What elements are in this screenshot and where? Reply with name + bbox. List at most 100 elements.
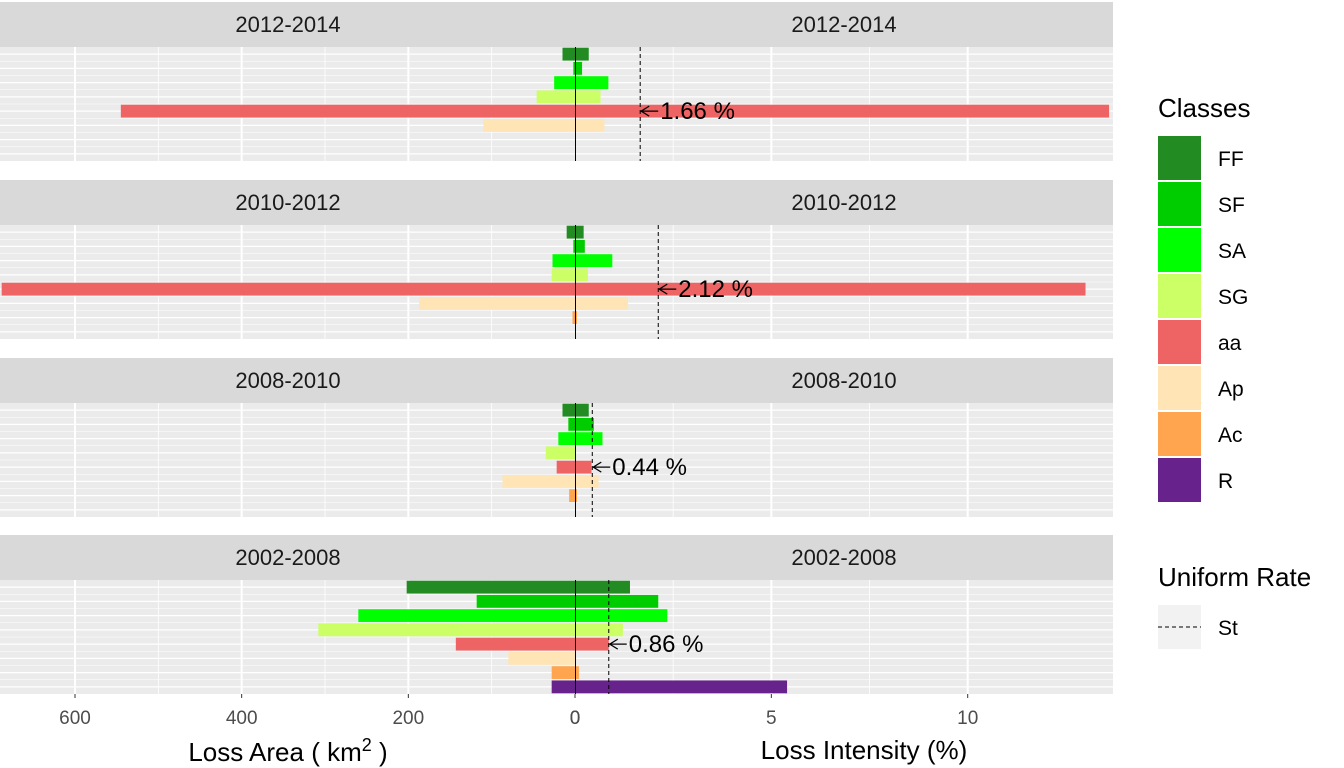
legend-swatch-SF (1158, 182, 1201, 226)
bar-intensity-Ap (575, 474, 599, 488)
bar-intensity-FF (575, 47, 589, 61)
legend-label-aa: aa (1218, 332, 1242, 355)
legend-swatch-FF (1158, 136, 1201, 180)
bar-intensity-aa (575, 637, 609, 651)
legend-swatch-Ac (1158, 412, 1201, 456)
uniform-rate-legend-title: Uniform Rate (1158, 562, 1311, 592)
facet-strip-label-left: 2010-2012 (235, 190, 340, 215)
facet-strip (0, 535, 1113, 580)
bar-area-FF (566, 225, 575, 239)
legend-label-Ac: Ac (1218, 424, 1243, 447)
bar-intensity-SF (575, 594, 659, 608)
facet-2012-2014: 2012-2014 2012-2014 1.66 % (0, 2, 1113, 161)
bar-intensity-SG (575, 268, 588, 282)
bar-intensity-SA (575, 76, 609, 90)
right-axis-tick-label: 5 (766, 708, 777, 729)
bar-intensity-SG (575, 90, 601, 104)
bar-intensity-SF (575, 61, 583, 75)
legend-swatch-aa (1158, 320, 1201, 364)
bar-intensity-SA (575, 254, 613, 268)
bar-area-aa (1, 282, 575, 296)
left-axis-tick-label: 400 (226, 708, 258, 729)
bar-area-SF (568, 417, 575, 431)
bar-area-SA (554, 76, 575, 90)
bar-intensity-Ac (575, 666, 579, 680)
bar-area-Ac (569, 489, 575, 503)
bar-intensity-SG (575, 623, 623, 637)
legend-swatch-R (1158, 458, 1201, 502)
bar-area-SA (552, 254, 575, 268)
facet-strip-label-right: 2010-2012 (791, 190, 896, 215)
right-axis-tick-label: 0 (570, 708, 581, 729)
bar-area-SF (476, 594, 575, 608)
uniform-legend-label: St (1218, 617, 1238, 640)
bar-area-Ap (508, 651, 575, 665)
legend-label-SG: SG (1218, 286, 1248, 309)
axes: Loss Area ( km2 ) Loss Intensity (%) 600… (59, 694, 978, 767)
bar-area-SF (573, 239, 575, 253)
bar-area-Ap (502, 474, 575, 488)
legend-swatch-SA (1158, 228, 1201, 272)
facet-2002-2008: 2002-2008 2002-2008 0.86 % (0, 535, 1113, 694)
uniform-rate-label: 0.86 % (629, 631, 704, 658)
bar-intensity-SA (575, 432, 603, 446)
bar-area-SG (545, 446, 575, 460)
facet-strip-label-right: 2012-2014 (791, 12, 896, 37)
bar-area-SG (536, 90, 575, 104)
bar-area-FF (562, 403, 575, 417)
bar-intensity-Ap (575, 118, 605, 132)
bar-area-aa (556, 460, 575, 474)
bar-area-SF (573, 61, 575, 75)
facet-strip (0, 180, 1113, 225)
facet-strip-label-left: 2012-2014 (235, 12, 340, 37)
bar-intensity-FF (575, 580, 630, 594)
classes-legend: Classes FF SF SA SG aa Ap Ac R (1158, 93, 1250, 502)
bar-intensity-Ap (575, 296, 629, 310)
bar-area-Ac (572, 311, 575, 325)
uniform-rate-label: 2.12 % (678, 276, 753, 303)
bar-intensity-aa (575, 460, 592, 474)
facet-strip-label-left: 2002-2008 (235, 545, 340, 570)
uniform-rate-arrowhead (592, 461, 602, 473)
facet-strip-label-right: 2008-2010 (791, 368, 896, 393)
bar-area-SA (558, 432, 575, 446)
bar-intensity-FF (575, 403, 589, 417)
classes-legend-title: Classes (1158, 93, 1250, 123)
bar-area-FF (562, 47, 575, 61)
bar-area-R (551, 680, 575, 694)
bar-area-FF (406, 580, 575, 594)
bar-intensity-R (575, 680, 788, 694)
legend-label-SA: SA (1218, 240, 1246, 263)
bar-intensity-aa (575, 104, 1110, 118)
bar-area-aa (120, 104, 575, 118)
bar-intensity-SA (575, 609, 668, 623)
uniform-rate-label: 1.66 % (660, 98, 735, 125)
legend-label-R: R (1218, 470, 1233, 493)
facet-strip-label-right: 2002-2008 (791, 545, 896, 570)
left-axis-title: Loss Area ( km2 ) (188, 735, 387, 767)
legend-swatch-Ap (1158, 366, 1201, 410)
left-axis-tick-label: 600 (59, 708, 91, 729)
bar-intensity-FF (575, 225, 584, 239)
facet-2010-2012: 2010-2012 2010-2012 2.12 % (0, 180, 1113, 339)
right-axis-title: Loss Intensity (%) (761, 735, 968, 765)
facet-2008-2010: 2008-2010 2008-2010 0.44 % (0, 358, 1113, 517)
bar-intensity-aa (575, 282, 1086, 296)
facet-strip-label-left: 2008-2010 (235, 368, 340, 393)
uniform-rate-arrowhead (639, 105, 650, 117)
legend-swatch-SG (1158, 274, 1201, 318)
legend-label-Ap: Ap (1218, 378, 1244, 401)
uniform-rate-legend: Uniform Rate St (1158, 562, 1311, 649)
bar-area-Ap (483, 118, 575, 132)
bar-area-SG (318, 623, 575, 637)
uniform-rate-arrowhead (658, 283, 668, 295)
facet-strip (0, 2, 1113, 47)
uniform-rate-label: 0.44 % (612, 454, 687, 481)
facet-strip (0, 358, 1113, 403)
uniform-rate-arrowhead (608, 638, 619, 650)
bar-area-Ac (551, 666, 575, 680)
left-axis-tick-label: 200 (392, 708, 424, 729)
bar-area-SG (551, 268, 575, 282)
